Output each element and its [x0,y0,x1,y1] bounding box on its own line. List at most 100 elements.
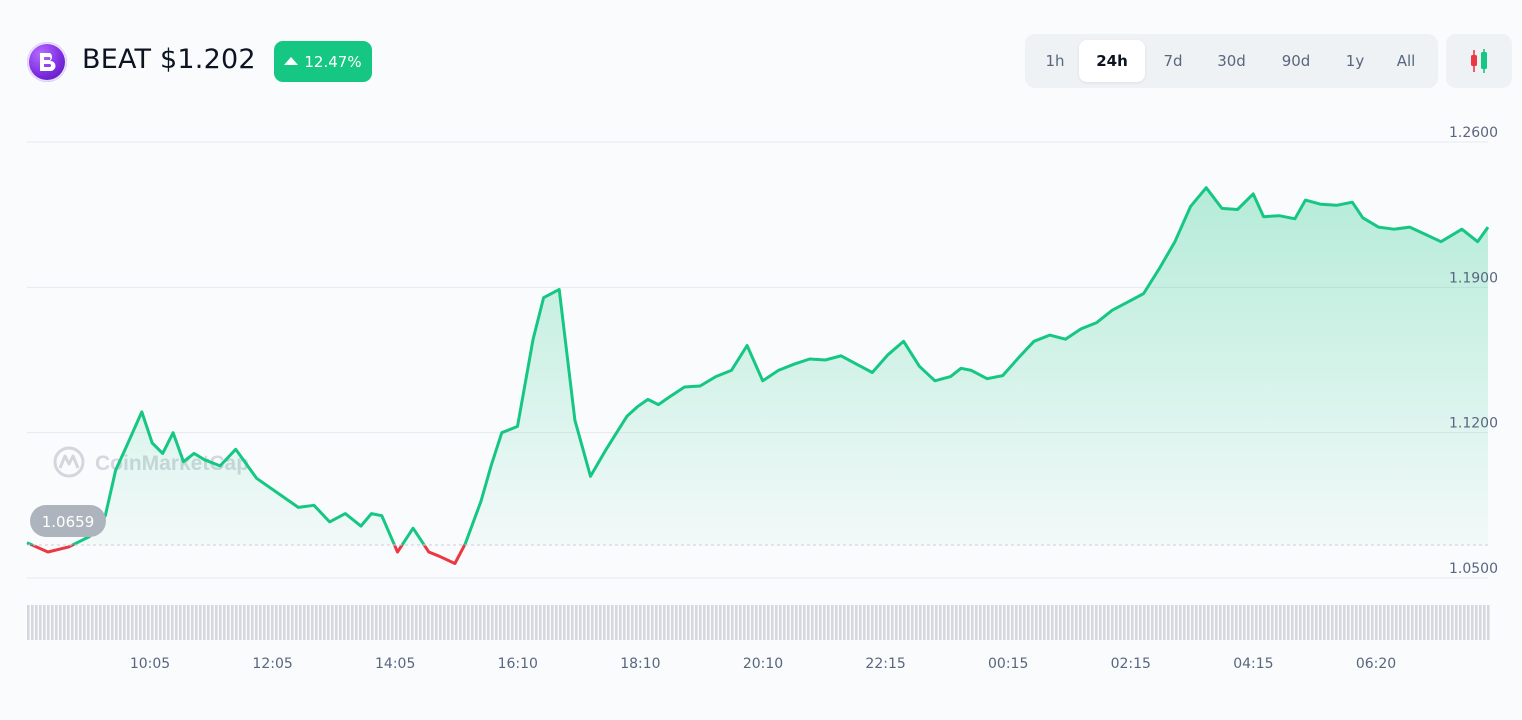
volume-bar [679,605,682,640]
volume-bar [103,605,106,640]
volume-bar [603,605,606,640]
volume-bar [1447,605,1450,640]
volume-bar [1311,605,1314,640]
data-point [203,459,205,461]
volume-bar [1215,605,1218,640]
volume-bar [387,605,390,640]
volume-bar [403,605,406,640]
volume-bar [1027,605,1030,640]
volume-bar [1411,605,1414,640]
volume-bar [723,605,726,640]
data-point [934,380,936,382]
volume-bar [879,605,882,640]
data-point [125,446,127,448]
volume-bar [311,605,314,640]
volume-bar [1459,605,1462,640]
volume-bar [811,605,814,640]
volume-bar [1123,605,1126,640]
volume-bar [1087,605,1090,640]
volume-bar [1155,605,1158,640]
range-tab-1y[interactable]: 1y [1345,52,1365,70]
volume-bar [499,605,502,640]
x-tick-label: 12:05 [252,656,292,672]
volume-bar [299,605,302,640]
volume-bar [919,605,922,640]
volume-bar [1067,605,1070,640]
volume-bar [1011,605,1014,640]
volume-bar [275,605,278,640]
volume-bar [127,605,130,640]
data-point [370,512,372,514]
data-point [1049,334,1051,336]
volume-bar [1047,605,1050,640]
volume-bar [351,605,354,640]
volume-bar [887,605,890,640]
data-point [840,355,842,357]
volume-bar [759,605,762,640]
data-point [360,525,362,527]
volume-bar [279,605,282,640]
volume-bar [667,605,670,640]
data-point [115,469,117,471]
volume-bar [371,605,374,640]
x-tick-label: 02:15 [1111,656,1151,672]
x-tick-label: 16:10 [498,656,538,672]
volume-bar [1243,605,1246,640]
data-point [1189,205,1191,207]
volume-bar [43,605,46,640]
volume-bar [831,605,834,640]
range-tab-30d[interactable]: 30d [1217,52,1246,70]
volume-bar [91,605,94,640]
data-point [501,432,503,434]
volume-bar [315,605,318,640]
volume-bar [1367,605,1370,640]
volume-bar [955,605,958,640]
volume-bar [687,605,690,640]
data-point [428,551,430,553]
volume-bar [1291,605,1294,640]
range-tab-24h[interactable]: 24h [1079,40,1145,82]
volume-bar [803,605,806,640]
beat-glyph-icon [40,53,56,71]
volume-bar [1191,605,1194,640]
volume-bar [795,605,798,640]
data-point [605,448,607,450]
data-point [235,448,237,450]
volume-bar [631,605,634,640]
range-tab-7d[interactable]: 7d [1163,52,1183,70]
x-tick-label: 20:10 [743,656,783,672]
volume-bar [1359,605,1362,640]
volume-bar [515,605,518,640]
volume-bar [991,605,994,640]
volume-bar [359,605,362,640]
candlestick-toggle-button[interactable] [1446,34,1512,88]
volume-bar [967,605,970,640]
volume-bar [1199,605,1202,640]
volume-bar [283,605,286,640]
data-point [1461,228,1463,230]
data-point [657,403,659,405]
volume-bar [291,605,294,640]
volume-bar [339,605,342,640]
data-point [1142,292,1144,294]
volume-bar [1395,605,1398,640]
volume-bar [1423,605,1426,640]
volume-bar [123,605,126,640]
volume-bar [655,605,658,640]
volume-bar [683,605,686,640]
volume-bar [1379,605,1382,640]
volume-bar [1219,605,1222,640]
volume-bar [147,605,150,640]
volume-bar [875,605,878,640]
data-point [1424,233,1426,235]
volume-bar [419,605,422,640]
volume-bar [551,605,554,640]
volume-bar [819,605,822,640]
range-tab-1h[interactable]: 1h [1045,52,1065,70]
range-tab-90d[interactable]: 90d [1281,52,1311,70]
volume-bar [611,605,614,640]
range-tab-all[interactable]: All [1396,52,1416,70]
baseline: 1.0659 [27,504,1488,546]
volume-bar [1431,605,1434,640]
volume-bar [1259,605,1262,640]
